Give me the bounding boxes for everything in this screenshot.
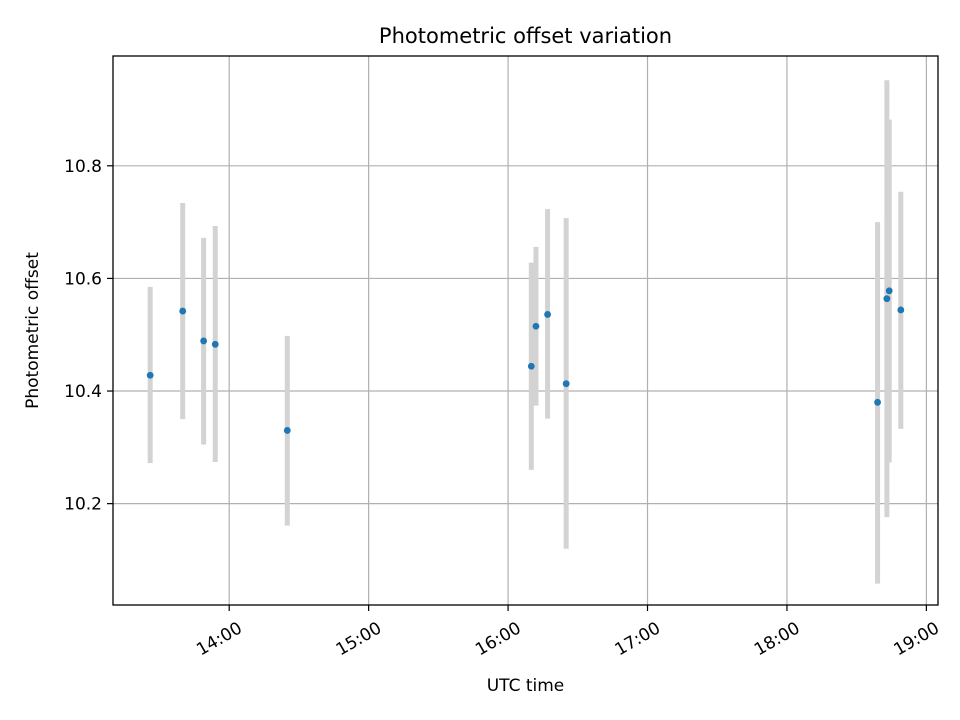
y-axis-label: Photometric offset — [23, 252, 43, 409]
grid — [113, 56, 938, 605]
y-tick-label: 10.6 — [64, 269, 102, 289]
y-tick-label: 10.8 — [64, 157, 102, 177]
y-tick-label: 10.2 — [64, 495, 102, 515]
data-point — [544, 311, 551, 318]
data-point — [179, 307, 187, 315]
data-points — [146, 287, 905, 434]
data-point — [897, 306, 905, 314]
data-point — [883, 295, 891, 303]
y-axis-ticks: 10.2 10.4 10.6 10.8 — [64, 157, 113, 515]
x-axis-label: UTC time — [487, 676, 565, 696]
data-point — [874, 398, 881, 406]
data-point — [211, 340, 219, 348]
data-point — [562, 380, 570, 388]
data-point — [532, 322, 540, 330]
y-tick-label: 10.4 — [64, 382, 102, 402]
data-point — [885, 287, 893, 295]
data-point — [200, 337, 208, 345]
data-point — [283, 427, 291, 434]
data-point — [527, 362, 535, 370]
data-point — [146, 371, 154, 379]
plot-frame — [112, 55, 939, 606]
chart-title: Photometric offset variation — [379, 24, 672, 48]
